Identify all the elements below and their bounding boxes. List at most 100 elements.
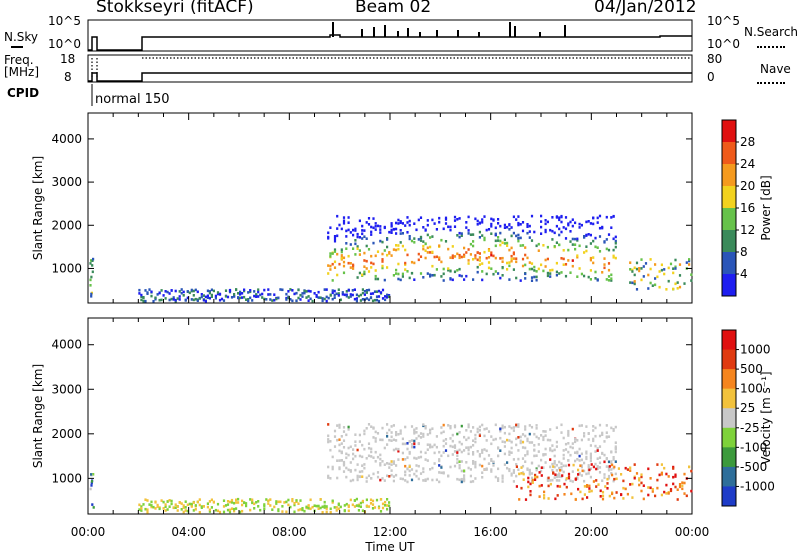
echo-cell-velocity [594, 450, 597, 453]
colorbar-segment [722, 274, 736, 297]
echo-cell-power [483, 215, 486, 218]
echo-cell-velocity [537, 437, 540, 440]
echo-cell-power [164, 290, 167, 293]
echo-cell-power [571, 237, 574, 241]
echo-cell-power [576, 239, 579, 242]
echo-cell-velocity [540, 474, 543, 477]
echo-cell-velocity [592, 465, 595, 469]
echo-cell-velocity [342, 446, 346, 449]
echo-cell-velocity [345, 433, 348, 437]
echo-cell-velocity [228, 500, 232, 504]
echo-cell-power [614, 241, 617, 245]
echo-cell-velocity [410, 468, 414, 471]
echo-cell-power [327, 272, 330, 275]
echo-cell-velocity [478, 463, 481, 467]
echo-cell-power [603, 240, 606, 243]
echo-cell-power [433, 273, 436, 277]
echo-cell-velocity [335, 509, 338, 512]
echo-cell-velocity [277, 500, 280, 504]
echo-cell-velocity [372, 436, 375, 439]
echo-cell-power [255, 295, 258, 298]
echo-cell-power [426, 223, 429, 227]
echo-cell-power [564, 227, 568, 231]
echo-cell-power [629, 268, 632, 271]
echo-cell-velocity [510, 440, 513, 444]
echo-cell-velocity [542, 438, 545, 442]
echo-cell-power [524, 272, 527, 276]
echo-cell-power [210, 293, 213, 297]
echo-cell-velocity [192, 501, 195, 504]
echo-cell-power [640, 258, 643, 261]
echo-cell-velocity [351, 503, 354, 507]
echo-cell-velocity [615, 491, 618, 494]
echo-cell-velocity [456, 432, 459, 436]
echo-cell-velocity [612, 456, 615, 459]
echo-cell-velocity [478, 454, 481, 458]
echo-cell-velocity [487, 454, 491, 457]
echo-cell-velocity [614, 425, 617, 429]
echo-cell-velocity [212, 500, 215, 504]
echo-cell-power [685, 261, 688, 264]
echo-cell-velocity [596, 449, 599, 452]
echo-cell-power [478, 256, 481, 259]
echo-cell-power [370, 233, 373, 236]
echo-cell-velocity [529, 490, 532, 493]
echo-cell-velocity [580, 474, 583, 477]
echo-cell-power [336, 252, 339, 256]
echo-cell-velocity [672, 475, 675, 479]
echo-cell-velocity [598, 466, 602, 469]
echo-cell-power [365, 267, 368, 270]
echo-cell-velocity [456, 451, 459, 454]
echo-cell-velocity [417, 456, 420, 459]
echo-cell-power [521, 229, 525, 233]
colorbar-segment [722, 142, 736, 165]
echo-cell-velocity [503, 431, 506, 435]
echo-cell-velocity [481, 471, 484, 474]
echo-cell-velocity [390, 460, 393, 463]
echo-cell-velocity [379, 438, 382, 442]
echo-cell-power [607, 268, 611, 272]
echo-cell-velocity [447, 454, 450, 458]
echo-cell-velocity [156, 505, 159, 508]
echo-cell-velocity [170, 499, 173, 503]
echo-cell-power [381, 266, 384, 270]
echo-cell-velocity [395, 439, 398, 442]
echo-cell-velocity [517, 449, 520, 452]
echo-cell-velocity [589, 454, 592, 458]
echo-cell-power [340, 257, 343, 260]
echo-cell-power [373, 290, 377, 293]
echo-cell-velocity [549, 482, 552, 486]
echo-cell-velocity [614, 445, 617, 448]
echo-cell-power [401, 232, 404, 235]
echo-cell-power [373, 298, 377, 302]
echo-cell-power [642, 265, 645, 268]
echo-cell-velocity [426, 433, 429, 436]
echo-cell-power [182, 290, 185, 294]
y-axis-label: Slant Range [km] [31, 156, 45, 260]
echo-cell-velocity [354, 433, 357, 436]
echo-cell-velocity [530, 476, 534, 480]
echo-cell-velocity [327, 474, 330, 478]
echo-cell-velocity [542, 435, 545, 439]
echo-cell-power [607, 262, 611, 265]
echo-cell-velocity [367, 454, 371, 458]
echo-cell-velocity [512, 426, 515, 429]
echo-cell-power [356, 245, 359, 248]
echo-cell-power [331, 291, 334, 295]
echo-cell-power [465, 221, 468, 224]
echo-cell-power [397, 262, 400, 266]
echo-cell-velocity [562, 453, 565, 457]
echo-cell-power [607, 248, 611, 252]
echo-cell-power [614, 245, 617, 249]
beam-label: Beam 02 [355, 0, 432, 17]
echo-cell-power [408, 219, 411, 223]
echo-cell-power [397, 244, 400, 247]
echo-cell-power [472, 240, 475, 243]
echo-cell-power [551, 216, 554, 219]
echo-cell-power [160, 289, 163, 292]
echo-cell-power [469, 253, 472, 256]
echo-cell-velocity [549, 428, 552, 431]
echo-cell-power [395, 221, 398, 225]
echo-cell-velocity [170, 502, 173, 506]
echo-cell-velocity [544, 453, 547, 456]
